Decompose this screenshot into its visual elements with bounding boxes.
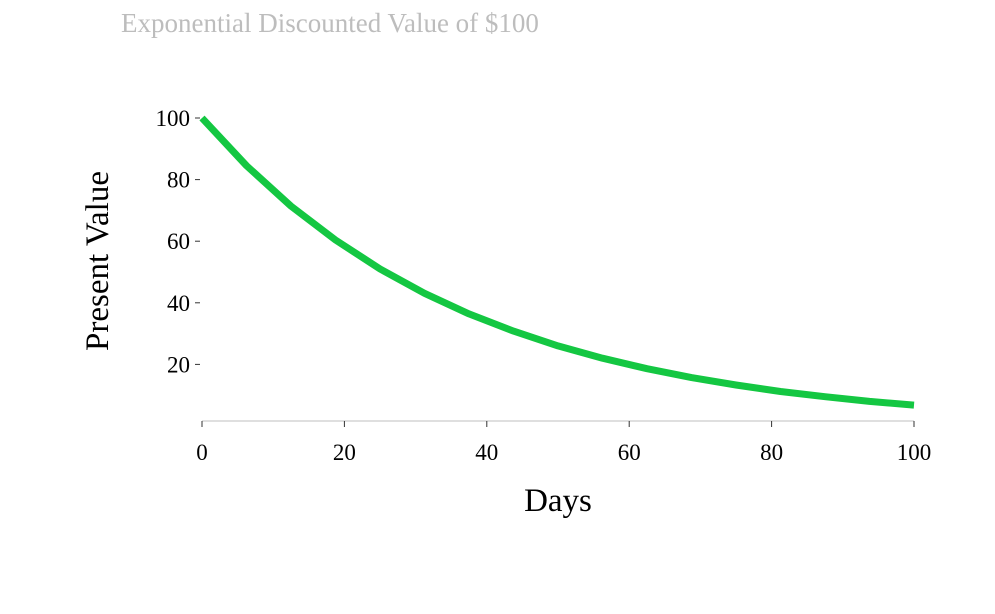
x-tick-label: 80 [760, 440, 783, 465]
x-tick-label: 0 [196, 440, 208, 465]
x-tick-label: 20 [333, 440, 356, 465]
x-tick-label: 40 [475, 440, 498, 465]
x-axis-label: Days [524, 483, 592, 519]
y-axis-ticks: 20 40 60 80 100 [156, 106, 200, 377]
x-axis-ticks: 0 20 40 60 80 100 [196, 421, 931, 465]
plot-area [199, 115, 915, 409]
y-tick-label: 80 [167, 168, 190, 193]
y-axis-label: Present Value [80, 171, 116, 351]
chart-title: Exponential Discounted Value of $100 [121, 8, 539, 38]
series-line [199, 115, 915, 409]
x-tick-label: 60 [618, 440, 641, 465]
y-tick-label: 40 [167, 291, 190, 316]
y-tick-label: 60 [167, 229, 190, 254]
y-tick-label: 20 [167, 352, 190, 377]
x-tick-label: 100 [897, 440, 932, 465]
y-tick-label: 100 [156, 106, 191, 131]
